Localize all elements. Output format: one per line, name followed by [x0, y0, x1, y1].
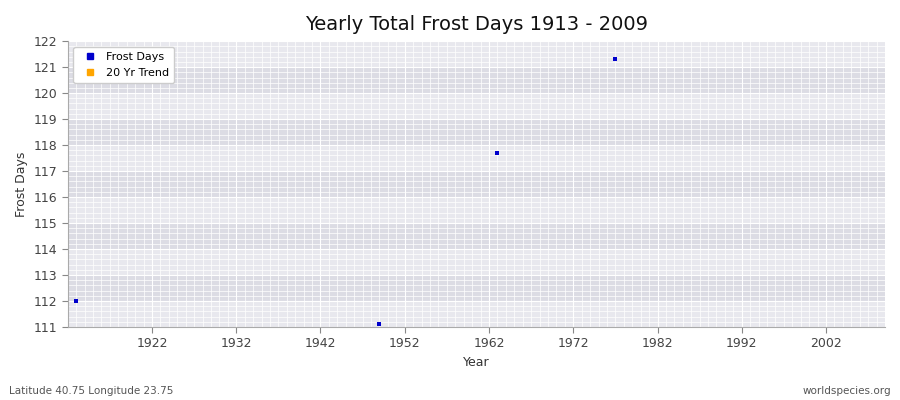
Legend: Frost Days, 20 Yr Trend: Frost Days, 20 Yr Trend	[73, 47, 175, 83]
Bar	[68, 145, 885, 171]
Bar	[68, 223, 885, 249]
Bar	[68, 301, 885, 327]
Bar	[68, 275, 885, 301]
X-axis label: Year: Year	[463, 356, 490, 369]
Bar	[68, 93, 885, 119]
Bar	[68, 197, 885, 223]
Title: Yearly Total Frost Days 1913 - 2009: Yearly Total Frost Days 1913 - 2009	[305, 15, 648, 34]
Bar	[68, 41, 885, 67]
Bar	[68, 67, 885, 93]
Bar	[68, 249, 885, 275]
Y-axis label: Frost Days: Frost Days	[15, 151, 28, 217]
Bar	[68, 119, 885, 145]
Text: worldspecies.org: worldspecies.org	[803, 386, 891, 396]
Text: Latitude 40.75 Longitude 23.75: Latitude 40.75 Longitude 23.75	[9, 386, 174, 396]
Bar	[68, 171, 885, 197]
